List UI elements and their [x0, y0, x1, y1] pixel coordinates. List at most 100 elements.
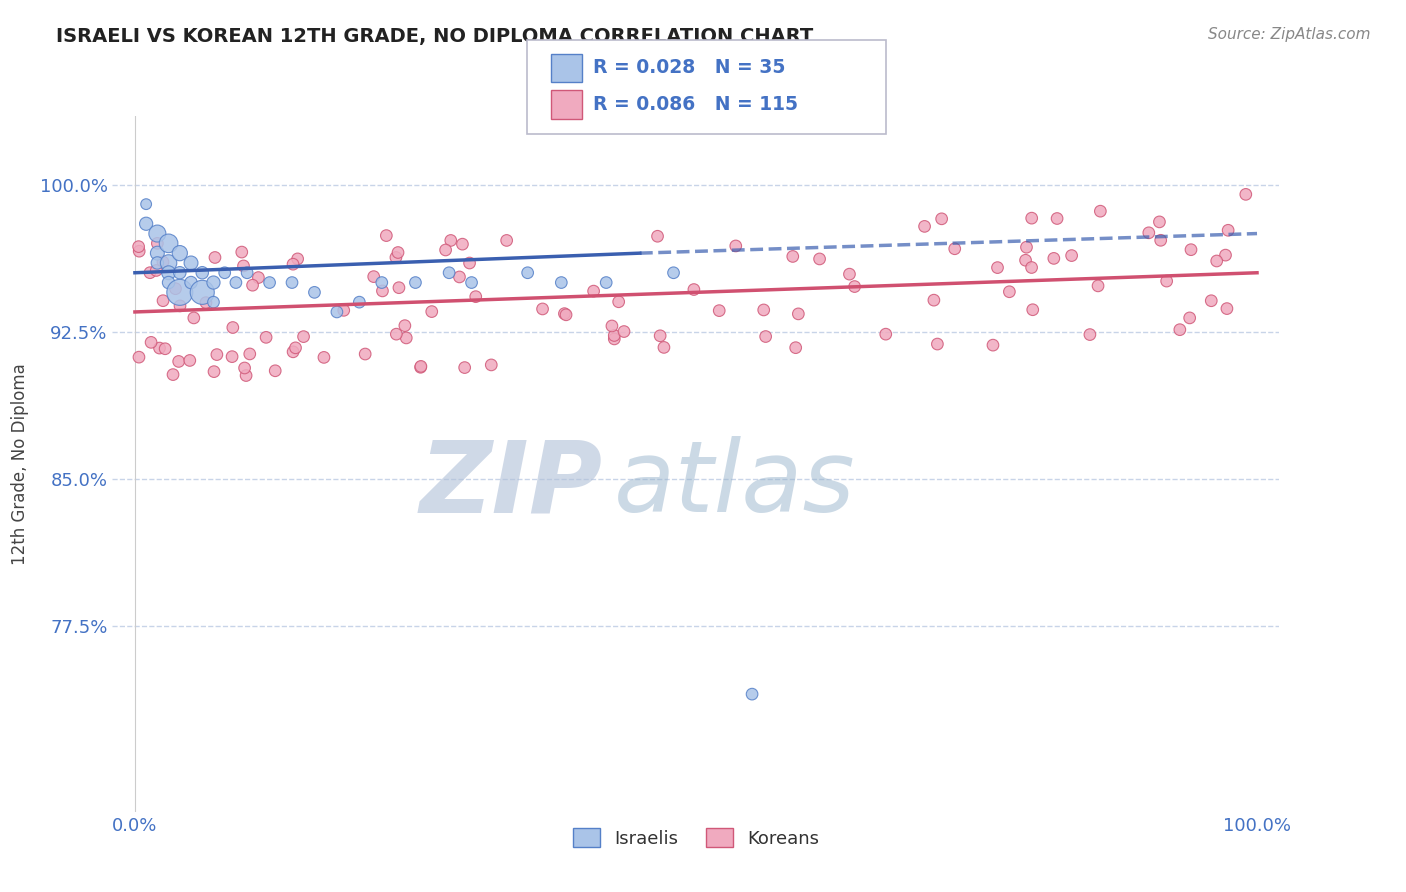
Point: [838, 267, 860, 281]
Point: [409, 359, 432, 374]
Legend: Israelis, Koreans: Israelis, Koreans: [565, 821, 827, 855]
Point: [600, 318, 623, 333]
Point: [157, 266, 180, 280]
Point: [1021, 211, 1043, 226]
Point: [146, 256, 169, 270]
Point: [162, 368, 184, 382]
Point: [239, 347, 262, 361]
Point: [145, 263, 167, 277]
Point: [553, 307, 575, 321]
Point: [135, 217, 157, 231]
Point: [1149, 215, 1171, 229]
Point: [292, 329, 315, 343]
Point: [202, 365, 225, 379]
Point: [205, 348, 228, 362]
Point: [225, 276, 247, 290]
Point: [264, 364, 287, 378]
Point: [222, 320, 245, 334]
Point: [1150, 233, 1173, 247]
Point: [180, 276, 202, 290]
Point: [647, 229, 669, 244]
Point: [420, 304, 443, 318]
Point: [1216, 301, 1239, 316]
Point: [146, 246, 169, 260]
Point: [1218, 223, 1240, 237]
Point: [284, 341, 307, 355]
Text: ZIP: ZIP: [419, 436, 603, 533]
Point: [157, 256, 180, 270]
Point: [139, 266, 162, 280]
Point: [183, 310, 205, 325]
Point: [202, 276, 225, 290]
Point: [146, 227, 169, 241]
Point: [169, 285, 191, 300]
Point: [394, 318, 416, 333]
Point: [332, 303, 354, 318]
Point: [388, 281, 411, 295]
Point: [464, 290, 486, 304]
Point: [986, 260, 1008, 275]
Point: [232, 259, 254, 273]
Text: Source: ZipAtlas.com: Source: ZipAtlas.com: [1208, 27, 1371, 42]
Point: [931, 211, 953, 226]
Point: [385, 327, 408, 342]
Point: [139, 335, 162, 350]
Point: [1178, 310, 1201, 325]
Point: [231, 245, 253, 260]
Point: [998, 285, 1021, 299]
Point: [1087, 278, 1109, 293]
Y-axis label: 12th Grade, No Diploma: 12th Grade, No Diploma: [10, 363, 28, 565]
Text: ISRAELI VS KOREAN 12TH GRADE, NO DIPLOMA CORRELATION CHART: ISRAELI VS KOREAN 12TH GRADE, NO DIPLOMA…: [56, 27, 814, 45]
Point: [157, 276, 180, 290]
Point: [724, 239, 747, 253]
Point: [1168, 323, 1191, 337]
Point: [235, 368, 257, 383]
Point: [1090, 204, 1112, 219]
Point: [194, 295, 217, 310]
Point: [1215, 248, 1237, 262]
Point: [875, 327, 897, 342]
Point: [782, 249, 804, 263]
Point: [650, 328, 672, 343]
Point: [167, 354, 190, 368]
Point: [202, 295, 225, 310]
Point: [179, 353, 201, 368]
Point: [387, 245, 409, 260]
Point: [927, 337, 949, 351]
Point: [516, 266, 538, 280]
Point: [458, 256, 481, 270]
Point: [169, 299, 191, 313]
Point: [165, 282, 187, 296]
Point: [451, 237, 474, 252]
Point: [1043, 252, 1066, 266]
Point: [236, 266, 259, 280]
Point: [152, 293, 174, 308]
Point: [247, 270, 270, 285]
Point: [363, 269, 385, 284]
Point: [1205, 254, 1227, 268]
Point: [409, 360, 432, 375]
Point: [1021, 260, 1043, 275]
Point: [709, 303, 731, 318]
Point: [287, 252, 309, 266]
Point: [787, 307, 810, 321]
Point: [1180, 243, 1202, 257]
Point: [460, 276, 482, 290]
Point: [495, 234, 517, 248]
Point: [304, 285, 326, 300]
Point: [531, 301, 554, 316]
Point: [555, 308, 578, 322]
Point: [479, 358, 502, 372]
Text: R = 0.086   N = 115: R = 0.086 N = 115: [593, 95, 799, 114]
Point: [1199, 293, 1222, 308]
Point: [135, 197, 157, 211]
Point: [157, 236, 180, 251]
Point: [326, 305, 349, 319]
Point: [180, 256, 202, 270]
Text: atlas: atlas: [614, 436, 856, 533]
Point: [1234, 187, 1257, 202]
Point: [1060, 249, 1083, 263]
Point: [375, 228, 398, 243]
Point: [153, 342, 176, 356]
Point: [755, 329, 778, 343]
